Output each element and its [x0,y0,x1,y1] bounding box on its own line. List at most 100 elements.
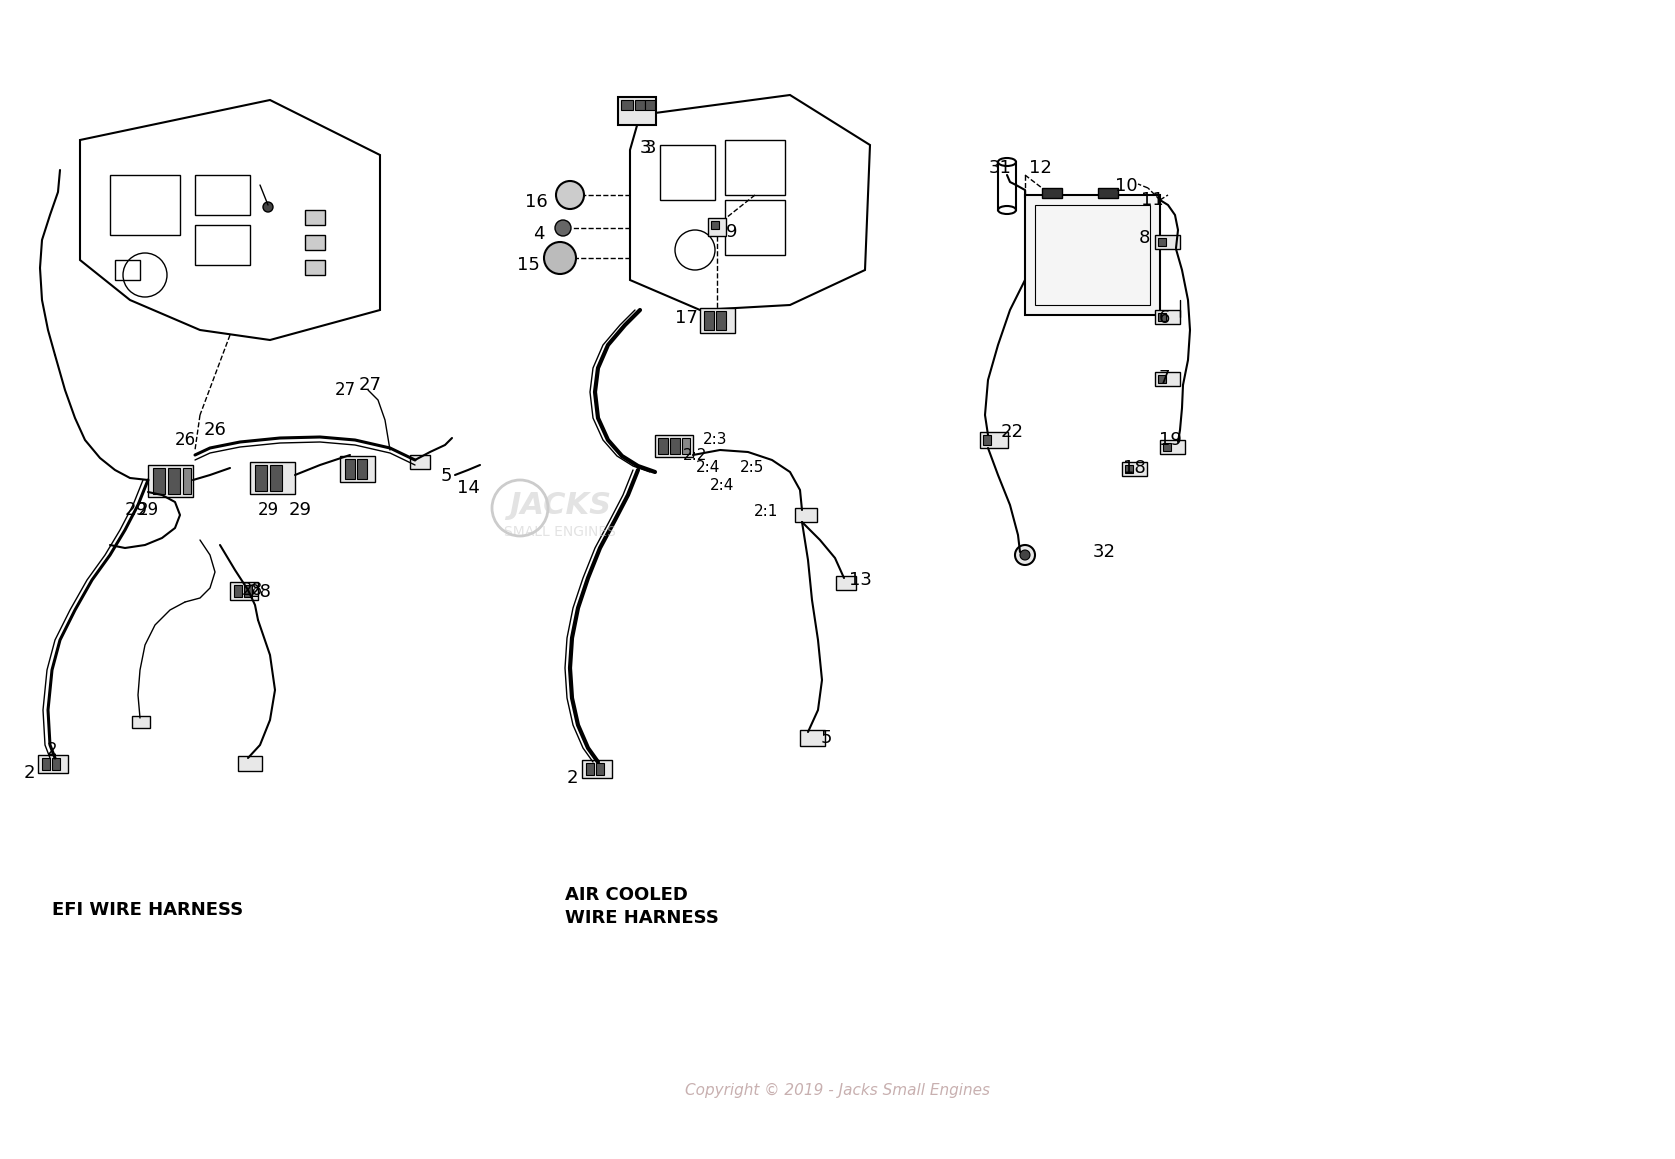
Text: 9: 9 [727,223,737,241]
Text: 26: 26 [204,421,226,439]
Bar [1099,188,1117,198]
Text: 32: 32 [1092,544,1116,561]
Text: 29: 29 [258,501,278,519]
Text: 2:5: 2:5 [740,460,764,475]
Bar [796,508,817,522]
Bar [581,760,611,778]
Text: 5: 5 [821,729,832,748]
Bar [709,218,725,236]
Bar [1162,443,1171,451]
Text: 2:4: 2:4 [710,479,734,494]
Text: 7: 7 [1157,369,1169,387]
Text: 3: 3 [640,139,652,156]
Text: AIR COOLED: AIR COOLED [564,885,688,904]
Bar [710,221,719,229]
Bar [132,716,151,728]
Bar [1035,205,1151,305]
Text: 10: 10 [1114,177,1137,195]
Text: JACKS: JACKS [509,490,611,519]
Text: 28: 28 [248,583,271,602]
Bar [410,455,430,469]
Text: 16: 16 [526,194,548,211]
Bar [1157,313,1166,321]
Text: 12: 12 [1028,159,1052,177]
Bar [305,210,325,225]
Text: WIRE HARNESS: WIRE HARNESS [564,909,719,927]
Bar [1156,309,1179,325]
Text: 27: 27 [358,376,382,394]
Bar [1122,462,1147,476]
Text: 2:2: 2:2 [683,449,707,464]
Bar [116,260,141,280]
Text: 11: 11 [1141,191,1164,209]
Bar [1157,376,1166,382]
Bar [238,756,261,771]
Text: 2: 2 [47,741,57,759]
Bar [245,585,251,597]
Bar [682,438,690,454]
Bar [152,468,166,494]
Bar [715,311,725,330]
Circle shape [554,220,571,236]
Text: 29: 29 [126,501,147,519]
Bar [983,435,992,445]
Bar [618,97,657,125]
Bar [670,438,680,454]
Ellipse shape [998,158,1017,166]
Bar [255,465,266,491]
Bar [1025,195,1161,315]
Text: 3: 3 [645,139,655,156]
Text: 2:1: 2:1 [754,504,777,519]
Text: 8: 8 [1139,229,1149,247]
Bar [42,758,50,770]
Bar [836,576,856,590]
Text: 4: 4 [534,225,544,243]
Bar [235,585,241,597]
Bar [704,311,714,330]
Bar [621,100,633,110]
Bar [586,763,595,775]
Text: EFI WIRE HARNESS: EFI WIRE HARNESS [52,901,243,919]
Text: 29: 29 [288,501,312,519]
Bar [660,145,715,201]
Circle shape [1015,545,1035,564]
Bar [270,465,281,491]
Text: 14: 14 [457,479,479,497]
Bar [635,100,645,110]
Bar [305,235,325,250]
Text: 26: 26 [174,431,196,449]
Bar [1156,372,1179,386]
Text: 29: 29 [137,501,159,519]
Text: 22: 22 [1000,423,1023,442]
Text: 13: 13 [849,571,871,589]
Bar [645,100,655,110]
Bar [229,582,258,600]
Text: Copyright © 2019 - Jacks Small Engines: Copyright © 2019 - Jacks Small Engines [685,1083,990,1098]
Bar [655,435,693,457]
Bar [168,468,179,494]
Text: 17: 17 [675,309,698,327]
Bar [147,465,193,497]
Text: 2:4: 2:4 [695,460,720,475]
Bar [596,763,605,775]
Text: 27: 27 [335,381,355,399]
Text: 2: 2 [23,764,35,782]
Bar [980,432,1008,449]
Bar [1157,238,1166,246]
Bar [1161,440,1184,454]
Text: 15: 15 [518,256,539,274]
Bar [305,260,325,275]
Bar [52,758,60,770]
Bar [357,459,367,479]
Circle shape [556,181,585,209]
Circle shape [1020,551,1030,560]
Bar [183,468,191,494]
Ellipse shape [998,206,1017,214]
Bar [1126,465,1132,473]
Text: SMALL ENGINES: SMALL ENGINES [504,525,616,539]
Bar [340,455,375,482]
Bar [250,462,295,494]
Bar [111,175,179,235]
Text: 2: 2 [566,770,578,787]
Bar [345,459,355,479]
